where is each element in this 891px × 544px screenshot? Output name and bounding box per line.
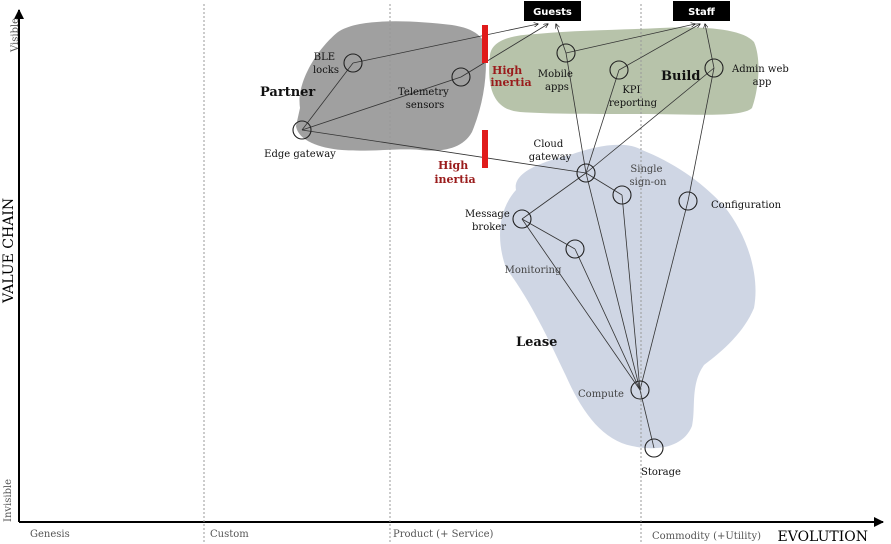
user-staff: Staff [673, 1, 730, 21]
link-compute-storage [639, 389, 655, 449]
label-compute: Compute [578, 389, 624, 400]
link-telemetry-guests [460, 24, 548, 78]
link-telemetry-edge [301, 76, 462, 131]
link-cloud-compute [585, 172, 641, 391]
node-mobile-apps [556, 43, 576, 63]
y-axis-top-label: Visible [10, 18, 21, 53]
node-message-broker [512, 209, 532, 229]
label-ble-locks: BLE locks [313, 52, 339, 76]
stage-label-product: Product (+ Service) [393, 529, 494, 540]
link-cloud-broker [521, 172, 587, 220]
link-kpi-cloud [585, 69, 620, 174]
region-label-partner: Partner [260, 85, 315, 100]
label-telemetry-sensors: Telemetry sensors [398, 87, 452, 111]
lease-region [500, 144, 756, 449]
link-monitoring-compute [574, 248, 641, 391]
label-configuration: Configuration [711, 200, 782, 211]
node-edge-gateway [292, 120, 312, 140]
link-mobile-cloud [565, 52, 587, 174]
user-guests: Guests [524, 1, 581, 21]
label-single-sign-on: Single sign-on [629, 164, 667, 188]
link-broker-monitoring [521, 218, 576, 250]
node-telemetry-sensors [451, 67, 471, 87]
label-monitoring: Monitoring [505, 265, 562, 276]
stage-label-commodity: Commodity (+Utility) [652, 531, 761, 542]
build-region [489, 27, 759, 115]
label-admin-web-app: Admin web app [731, 64, 792, 88]
node-storage [644, 438, 664, 458]
link-admin-staff [705, 24, 715, 69]
link-cloud-sso [585, 172, 623, 196]
x-axis-title: EVOLUTION [778, 529, 869, 544]
link-kpi-staff [618, 24, 700, 71]
y-axis-bottom-label: Invisible [3, 479, 14, 522]
svg-text:Staff: Staff [688, 7, 716, 18]
link-admin-cloud [585, 67, 715, 174]
region-label-build: Build [661, 69, 700, 84]
inertia-bar-top [482, 25, 488, 63]
partner-region [296, 21, 487, 151]
node-admin-web-app [704, 58, 724, 78]
link-admin-config [687, 67, 715, 202]
inertia-label-bottom: High inertia [434, 159, 475, 186]
link-broker-compute [521, 218, 641, 391]
link-ble-guests [352, 24, 538, 64]
link-sso-compute [621, 194, 641, 391]
node-monitoring [565, 239, 585, 259]
node-ble-locks [343, 53, 363, 73]
y-axis-title: VALUE CHAIN [1, 198, 17, 304]
link-edge-cloud [301, 129, 587, 174]
component-nodes [292, 43, 724, 458]
link-mobile-guests [556, 24, 567, 54]
node-compute [630, 380, 650, 400]
label-message-broker: Message broker [465, 209, 513, 233]
label-storage: Storage [641, 467, 681, 478]
dependency-links [301, 24, 715, 449]
label-mobile-apps: Mobile apps [538, 69, 576, 93]
stage-label-genesis: Genesis [30, 529, 70, 540]
region-label-lease: Lease [516, 335, 557, 350]
link-config-compute [639, 200, 689, 391]
stage-label-custom: Custom [210, 529, 249, 540]
node-configuration [678, 191, 698, 211]
node-cloud-gateway [576, 163, 596, 183]
label-edge-gateway: Edge gateway [264, 149, 336, 160]
node-kpi-reporting [609, 60, 629, 80]
node-single-sign-on [612, 185, 632, 205]
label-kpi-reporting: KPI reporting [609, 85, 658, 109]
inertia-bar-bottom [482, 130, 488, 168]
link-ble-edge [301, 62, 354, 131]
inertia-label-top: High inertia [490, 64, 531, 89]
link-mobile-staff [565, 24, 695, 54]
svg-text:Guests: Guests [533, 7, 572, 18]
label-cloud-gateway: Cloud gateway [529, 139, 572, 163]
